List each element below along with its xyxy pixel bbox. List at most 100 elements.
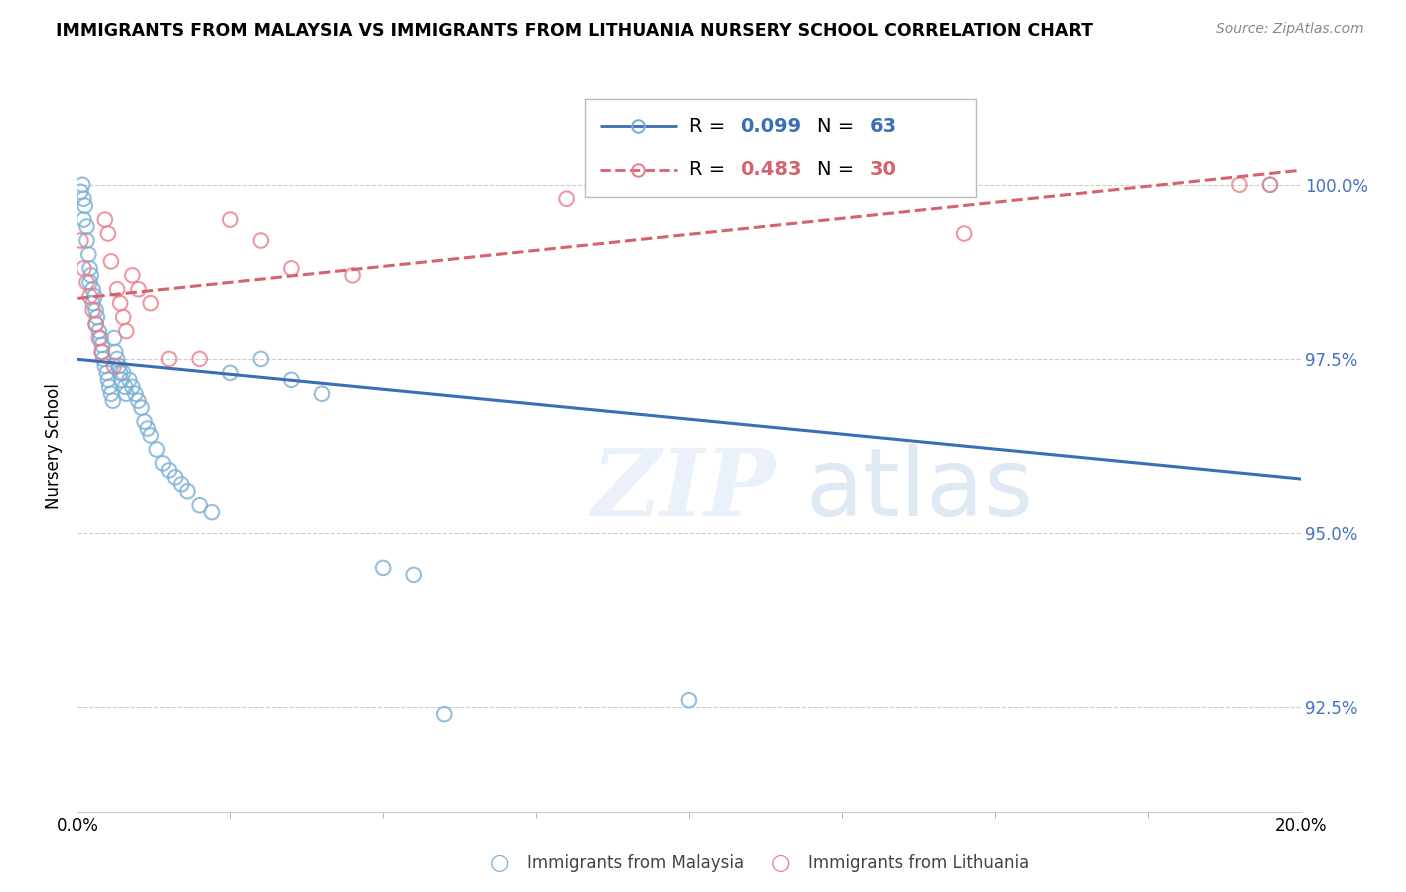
Point <box>76 275 98 289</box>
Text: N =: N = <box>817 117 860 136</box>
Point <box>121 268 143 283</box>
Point <box>84 317 107 331</box>
Point <box>136 421 159 435</box>
Point <box>97 227 120 241</box>
Text: N =: N = <box>817 161 860 179</box>
Point <box>91 351 114 366</box>
Point <box>98 380 121 394</box>
Point <box>157 463 180 477</box>
Point <box>127 282 149 296</box>
Point <box>105 282 128 296</box>
Point <box>170 477 193 491</box>
Point <box>94 212 117 227</box>
Point <box>79 289 101 303</box>
Point <box>76 234 98 248</box>
Point <box>94 359 117 373</box>
Point <box>80 268 103 283</box>
Point <box>97 373 120 387</box>
Point <box>72 212 94 227</box>
Point <box>112 310 135 325</box>
Point <box>1258 178 1281 192</box>
Text: ○: ○ <box>770 854 790 873</box>
Point <box>115 324 138 338</box>
Point <box>250 351 273 366</box>
Point <box>219 212 242 227</box>
Point <box>76 219 98 234</box>
Point <box>555 192 578 206</box>
Text: Immigrants from Lithuania: Immigrants from Lithuania <box>808 855 1029 872</box>
Point <box>90 345 112 359</box>
Point <box>82 296 104 310</box>
Point <box>110 373 132 387</box>
Point <box>371 561 394 575</box>
Text: IMMIGRANTS FROM MALAYSIA VS IMMIGRANTS FROM LITHUANIA NURSERY SCHOOL CORRELATION: IMMIGRANTS FROM MALAYSIA VS IMMIGRANTS F… <box>56 22 1094 40</box>
Point <box>90 345 112 359</box>
Point <box>100 254 122 268</box>
Point <box>139 428 162 442</box>
Point <box>101 393 124 408</box>
Point <box>740 178 762 192</box>
Point <box>114 380 136 394</box>
Point <box>73 199 96 213</box>
Point <box>131 401 153 415</box>
Text: R =: R = <box>689 117 731 136</box>
Point <box>342 268 364 283</box>
Point <box>84 303 107 318</box>
Text: 63: 63 <box>870 117 897 136</box>
Point <box>87 331 110 345</box>
Point <box>96 366 118 380</box>
Point <box>124 386 146 401</box>
Point <box>82 303 104 318</box>
Text: atlas: atlas <box>806 444 1033 536</box>
Point <box>176 484 198 499</box>
Text: ZIP: ZIP <box>591 445 775 535</box>
Point <box>311 386 333 401</box>
Point <box>69 185 91 199</box>
Text: 0.099: 0.099 <box>741 117 801 136</box>
Point <box>831 178 853 192</box>
Point <box>250 234 273 248</box>
Point <box>188 351 211 366</box>
Point <box>79 261 101 276</box>
Point <box>1258 178 1281 192</box>
Text: Immigrants from Malaysia: Immigrants from Malaysia <box>527 855 744 872</box>
Point <box>90 338 112 352</box>
Point <box>72 192 94 206</box>
Point <box>84 317 107 331</box>
Point <box>77 247 100 261</box>
Point <box>83 289 105 303</box>
Point <box>134 415 156 429</box>
Point <box>70 178 93 192</box>
Point <box>127 393 149 408</box>
Point <box>678 693 700 707</box>
Point <box>433 707 456 722</box>
Point <box>139 296 162 310</box>
Point <box>108 366 131 380</box>
Point <box>105 351 128 366</box>
Point <box>146 442 169 457</box>
Text: ○: ○ <box>489 854 509 873</box>
Text: 30: 30 <box>870 161 897 179</box>
Point <box>69 234 91 248</box>
Point <box>201 505 224 519</box>
Text: 0.483: 0.483 <box>741 161 801 179</box>
Text: Source: ZipAtlas.com: Source: ZipAtlas.com <box>1216 22 1364 37</box>
Point <box>104 345 127 359</box>
FancyBboxPatch shape <box>585 99 976 197</box>
Point <box>87 324 110 338</box>
Point <box>1229 178 1251 192</box>
Point <box>86 310 108 325</box>
Point <box>90 331 112 345</box>
Point <box>152 457 174 471</box>
Y-axis label: Nursery School: Nursery School <box>45 383 63 509</box>
Point <box>108 296 131 310</box>
Point <box>219 366 242 380</box>
Point <box>280 373 302 387</box>
Point <box>108 359 131 373</box>
Point <box>157 351 180 366</box>
Point <box>280 261 302 276</box>
Point <box>121 380 143 394</box>
Text: R =: R = <box>689 161 731 179</box>
Point <box>118 373 141 387</box>
Point <box>72 261 94 276</box>
